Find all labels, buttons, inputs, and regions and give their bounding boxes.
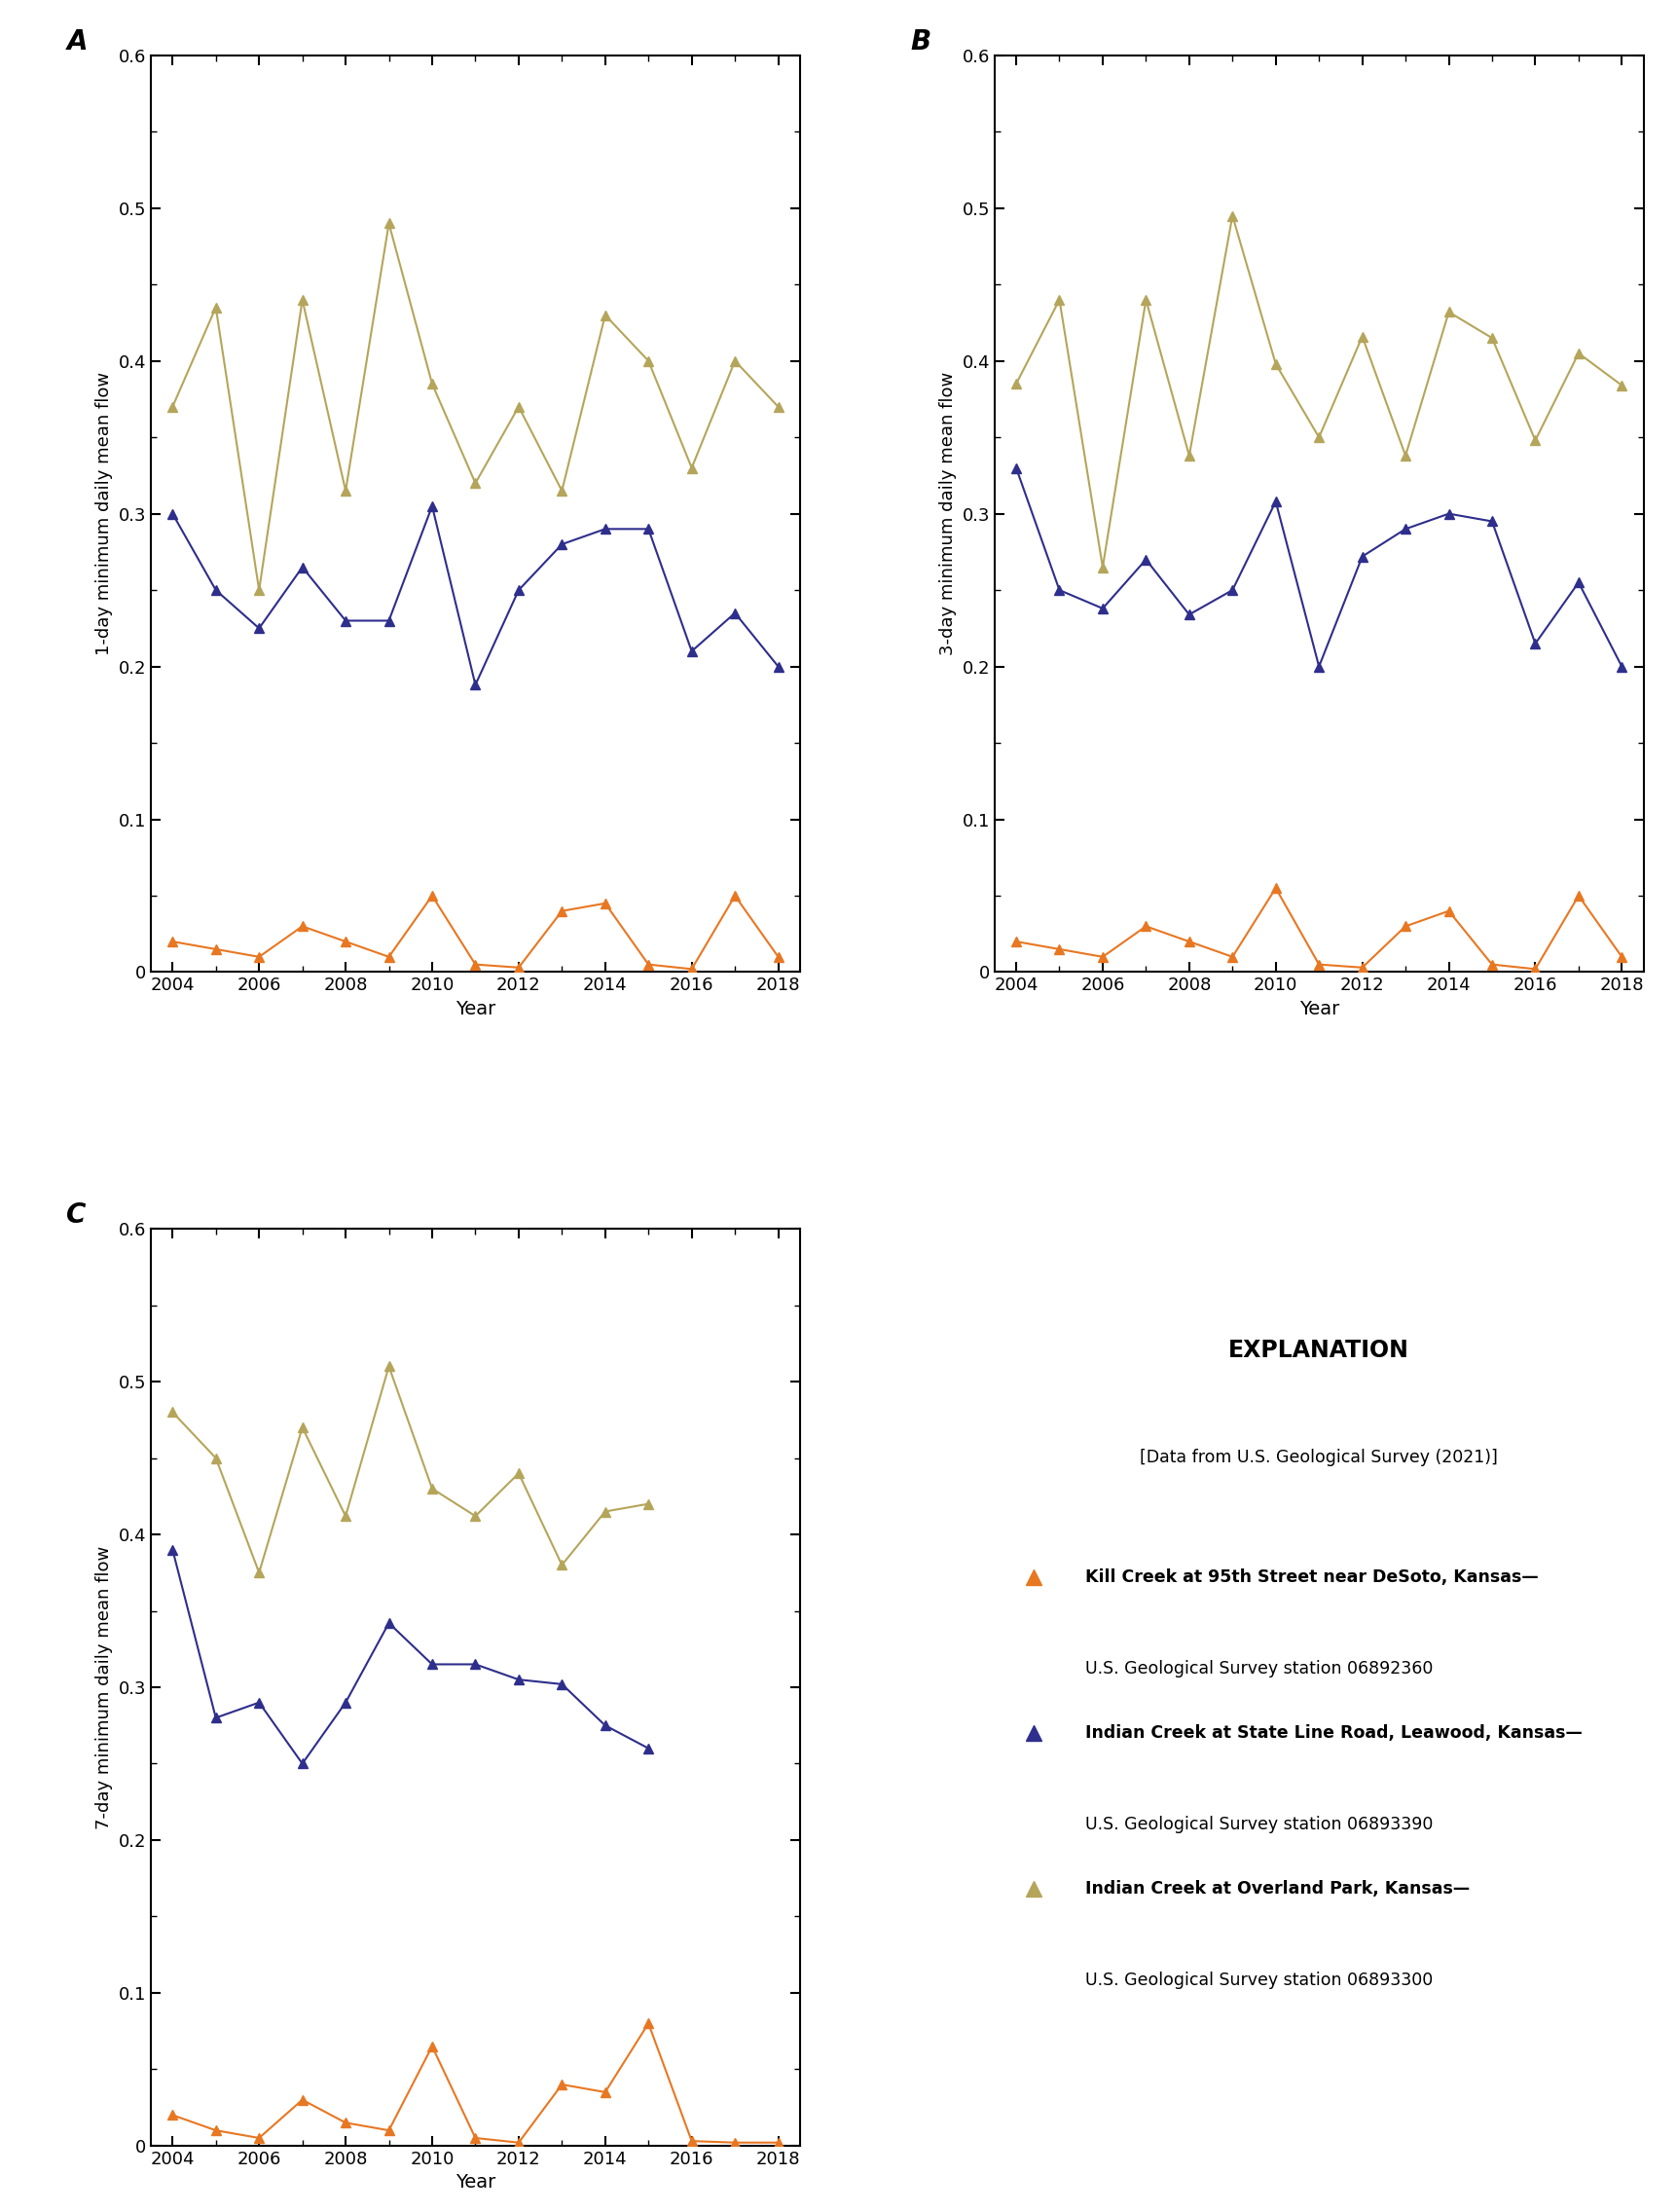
Text: Indian Creek at State Line Road, Leawood, Kansas—: Indian Creek at State Line Road, Leawood… xyxy=(1085,1725,1583,1741)
X-axis label: Year: Year xyxy=(456,2174,495,2192)
Text: EXPLANATION: EXPLANATION xyxy=(1229,1338,1409,1363)
Text: U.S. Geological Survey station 06893390: U.S. Geological Survey station 06893390 xyxy=(1085,1816,1434,1834)
X-axis label: Year: Year xyxy=(456,1000,495,1018)
X-axis label: Year: Year xyxy=(1300,1000,1338,1018)
Text: U.S. Geological Survey station 06893300: U.S. Geological Survey station 06893300 xyxy=(1085,1971,1434,1989)
Y-axis label: 3-day minimum daily mean flow: 3-day minimum daily mean flow xyxy=(939,372,956,655)
Text: C: C xyxy=(67,1201,87,1228)
Text: [Data from U.S. Geological Survey (2021)]: [Data from U.S. Geological Survey (2021)… xyxy=(1140,1449,1498,1467)
Text: A: A xyxy=(67,29,87,55)
Text: U.S. Geological Survey station 06892360: U.S. Geological Survey station 06892360 xyxy=(1085,1661,1434,1677)
Y-axis label: 1-day minimum daily mean flow: 1-day minimum daily mean flow xyxy=(96,372,112,655)
Text: B: B xyxy=(911,29,931,55)
Text: Indian Creek at Overland Park, Kansas—: Indian Creek at Overland Park, Kansas— xyxy=(1085,1880,1471,1898)
Y-axis label: 7-day minimum daily mean flow: 7-day minimum daily mean flow xyxy=(96,1546,112,1829)
Text: Kill Creek at 95th Street near DeSoto, Kansas—: Kill Creek at 95th Street near DeSoto, K… xyxy=(1085,1568,1538,1586)
